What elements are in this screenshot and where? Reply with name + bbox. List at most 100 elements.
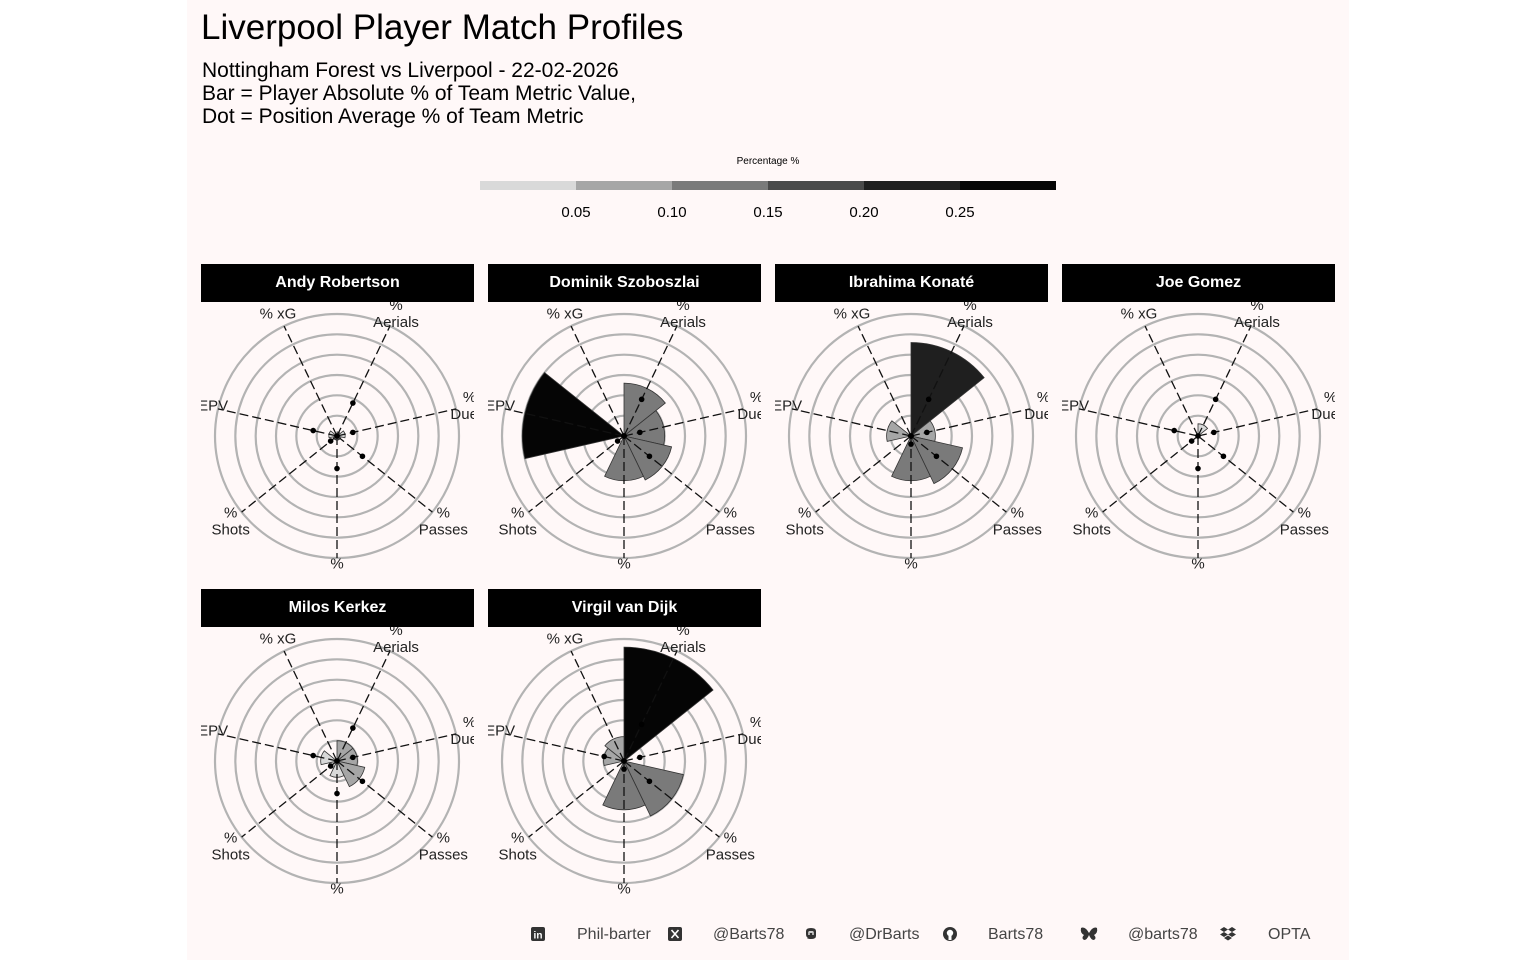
dropbox-icon[interactable] — [1220, 926, 1236, 942]
polar-chart: %Aerials%Duels%Passes%Possession%Shots% … — [201, 302, 474, 574]
legend-tick-label: 0.15 — [753, 204, 783, 221]
axis-label: %Possession — [299, 556, 376, 575]
axis-label: %Duels — [737, 714, 761, 748]
axis-label-line: % — [724, 829, 737, 846]
chart-subtitle-line-3: Dot = Position Average % of Team Metric — [202, 105, 584, 128]
axis-label: % EPV — [201, 398, 228, 415]
facet-title: Dominik Szoboszlai — [488, 264, 761, 302]
spoke-line — [528, 760, 625, 838]
axis-label-line: % — [1011, 504, 1024, 521]
axis-label-line: Aerials — [373, 314, 419, 331]
axis-label-line: % — [389, 302, 402, 314]
position-average-dot — [327, 763, 334, 769]
axis-label-line: % xG — [260, 630, 297, 647]
axis-label-line: % — [437, 504, 450, 521]
bar-wedge — [886, 420, 912, 442]
position-average-dot — [601, 753, 607, 760]
bluesky-handle[interactable]: @barts78 — [1128, 926, 1198, 943]
axis-label-line: Aerials — [373, 639, 419, 656]
polar-chart: %Aerials%Duels%Passes%Possession%Shots% … — [201, 627, 474, 899]
spoke-line — [910, 435, 1007, 513]
position-average-dot — [614, 438, 621, 444]
position-average-dot — [334, 790, 340, 797]
spoke-line — [791, 408, 912, 437]
position-average-dot — [334, 758, 340, 764]
mastodon-icon[interactable] — [803, 926, 819, 942]
position-average-dot — [334, 465, 340, 472]
axis-label-line: Possession — [299, 573, 376, 575]
facet-panel: Andy Robertson%Aerials%Duels%Passes%Poss… — [201, 264, 474, 574]
axis-label-line: Shots — [211, 521, 249, 538]
position-average-dot — [638, 396, 645, 403]
axis-label-line: % — [1085, 504, 1098, 521]
axis-label: % Aerials — [660, 627, 706, 656]
axis-label: % Passes — [1280, 504, 1329, 538]
axis-label: %Duels — [450, 714, 474, 748]
axis-label: % Shots — [211, 504, 249, 538]
linkedin-handle[interactable]: Phil-barter — [577, 926, 651, 943]
axis-label-line: % — [750, 389, 761, 406]
position-average-dot — [637, 429, 643, 436]
github-icon[interactable] — [942, 926, 958, 942]
polar-chart: %Aerials%Duels%Passes%Possession%Shots% … — [775, 302, 1048, 574]
position-average-dot — [908, 441, 914, 447]
polar-chart: %Aerials%Duels%Passes%Possession%Shots% … — [488, 302, 761, 574]
axis-label: % xG — [1121, 305, 1158, 322]
axis-label-line: % EPV — [488, 723, 515, 740]
spoke-line — [504, 408, 625, 437]
axis-label: % EPV — [775, 398, 802, 415]
axis-label-line: Possession — [586, 898, 663, 900]
axis-label-line: % — [724, 504, 737, 521]
axis-label: % xG — [260, 305, 297, 322]
axis-label-line: Aerials — [1234, 314, 1280, 331]
position-average-dot — [924, 429, 930, 436]
axis-label-line: Duels — [1311, 406, 1335, 423]
position-average-dot — [925, 396, 932, 403]
axis-label-line: % — [389, 627, 402, 639]
legend-color-segment — [480, 181, 576, 190]
position-average-dot — [310, 752, 317, 759]
x-twitter-icon[interactable] — [667, 926, 683, 942]
axis-label-line: % — [1037, 389, 1048, 406]
axis-label-line: % — [1191, 556, 1204, 573]
position-average-dot — [1188, 438, 1195, 444]
bluesky-icon[interactable] — [1080, 926, 1098, 942]
position-average-dot — [350, 754, 356, 761]
polar-chart: %Aerials%Duels%Passes%Possession%Shots% … — [488, 627, 761, 899]
mastodon-handle[interactable]: @DrBarts — [849, 926, 920, 943]
axis-label-line: % EPV — [488, 398, 515, 415]
x-twitter-handle[interactable]: @Barts78 — [713, 926, 785, 943]
axis-label-line: % — [511, 504, 524, 521]
axis-label-line: Shots — [211, 846, 249, 863]
axis-label-line: % EPV — [1062, 398, 1089, 415]
axis-label-line: Shots — [498, 846, 536, 863]
spoke-line — [623, 325, 678, 437]
grid-ring — [234, 658, 440, 864]
axis-label: %Possession — [1160, 556, 1237, 575]
axis-label-line: Possession — [873, 573, 950, 575]
facet-title: Ibrahima Konaté — [775, 264, 1048, 302]
axis-label: % Shots — [1072, 504, 1110, 538]
axis-label-line: Passes — [1280, 521, 1329, 538]
bar-wedge — [623, 646, 714, 762]
position-average-dot — [1195, 433, 1201, 439]
position-average-dot — [334, 433, 340, 439]
axis-label-line: % — [676, 627, 689, 639]
axis-label-line: % — [437, 829, 450, 846]
axis-label-line: % — [330, 881, 343, 898]
linkedin-icon[interactable]: in — [530, 926, 546, 942]
legend-tick-label: 0.25 — [945, 204, 975, 221]
axis-label: %Duels — [737, 389, 761, 423]
axis-label: % Passes — [993, 504, 1042, 538]
position-average-dot — [637, 754, 643, 761]
axis-label: % EPV — [201, 723, 228, 740]
position-average-dot — [646, 453, 653, 460]
axis-label-line: Passes — [993, 521, 1042, 538]
axis-label: % xG — [834, 305, 871, 322]
position-average-dot — [1171, 427, 1178, 434]
axis-label-line: % xG — [834, 305, 871, 322]
spoke-line — [336, 760, 433, 838]
axis-label-line: Duels — [737, 406, 761, 423]
github-handle[interactable]: Barts78 — [988, 926, 1044, 943]
spoke-line — [623, 760, 720, 838]
